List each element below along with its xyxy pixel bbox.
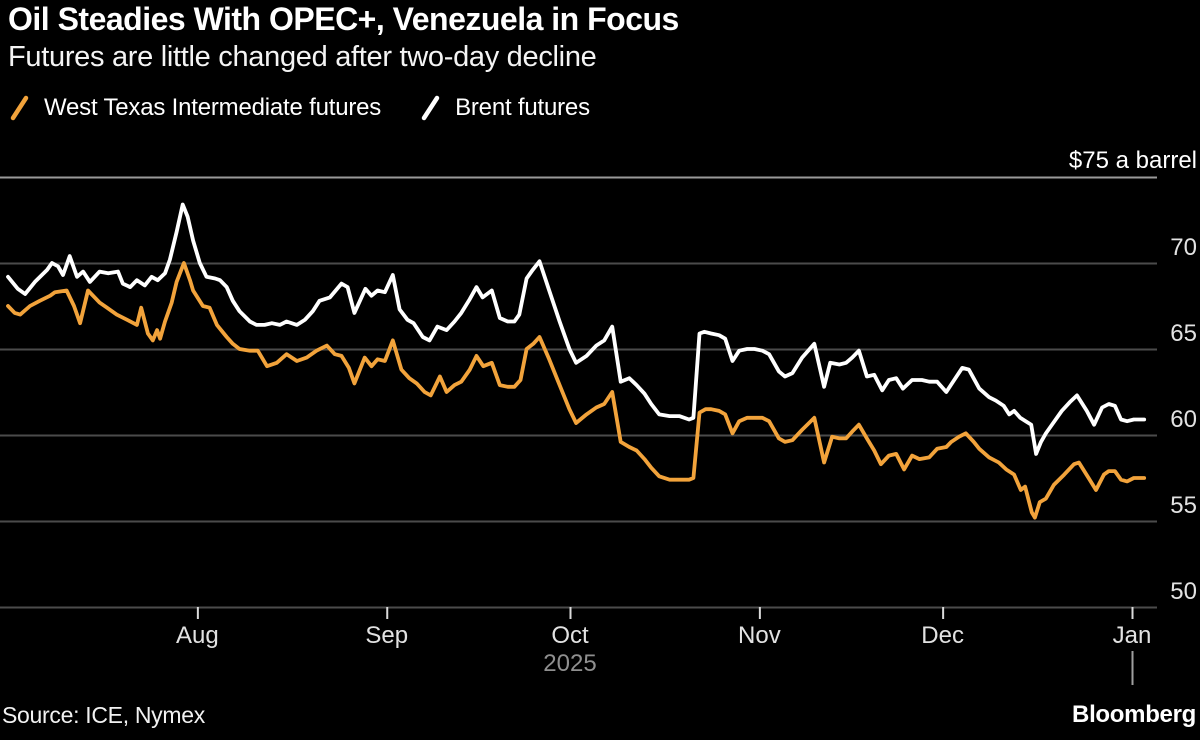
y-axis-unit-label: $75 a barrel bbox=[1069, 147, 1197, 174]
bloomberg-logo: Bloomberg bbox=[1072, 701, 1196, 728]
x-axis-label-oct: Oct bbox=[551, 622, 589, 649]
chart-subtitle: Futures are little changed after two-day… bbox=[8, 41, 597, 73]
legend-label-brent: Brent futures bbox=[455, 94, 590, 121]
x-axis-label-aug: Aug bbox=[176, 622, 219, 649]
legend-label-wti: West Texas Intermediate futures bbox=[44, 94, 382, 121]
x-axis-label-sep: Sep bbox=[365, 622, 408, 649]
x-axis-year-label: 2025 bbox=[543, 650, 596, 677]
x-axis-label-nov: Nov bbox=[738, 622, 781, 649]
chart-title: Oil Steadies With OPEC+, Venezuela in Fo… bbox=[8, 1, 679, 37]
brent-futures-line bbox=[6, 202, 1147, 456]
y-axis-label-70: 70 bbox=[1170, 234, 1197, 261]
x-axis-label-jan: Jan bbox=[1113, 622, 1152, 649]
source-text: Source: ICE, Nymex bbox=[2, 702, 205, 728]
y-axis-label-55: 55 bbox=[1170, 492, 1197, 519]
chart-legend: West Texas Intermediate futures Brent fu… bbox=[8, 94, 614, 122]
x-axis-label-dec: Dec bbox=[921, 622, 964, 649]
legend-item-brent: Brent futures bbox=[419, 94, 590, 122]
legend-item-wti: West Texas Intermediate futures bbox=[8, 94, 381, 122]
y-axis-label-50: 50 bbox=[1170, 578, 1197, 605]
wti-futures-line bbox=[6, 261, 1147, 520]
brent-line-key-icon bbox=[421, 95, 440, 121]
wti-line-key-icon bbox=[10, 95, 29, 121]
y-axis-label-65: 65 bbox=[1170, 320, 1197, 347]
y-axis-label-60: 60 bbox=[1170, 406, 1197, 433]
